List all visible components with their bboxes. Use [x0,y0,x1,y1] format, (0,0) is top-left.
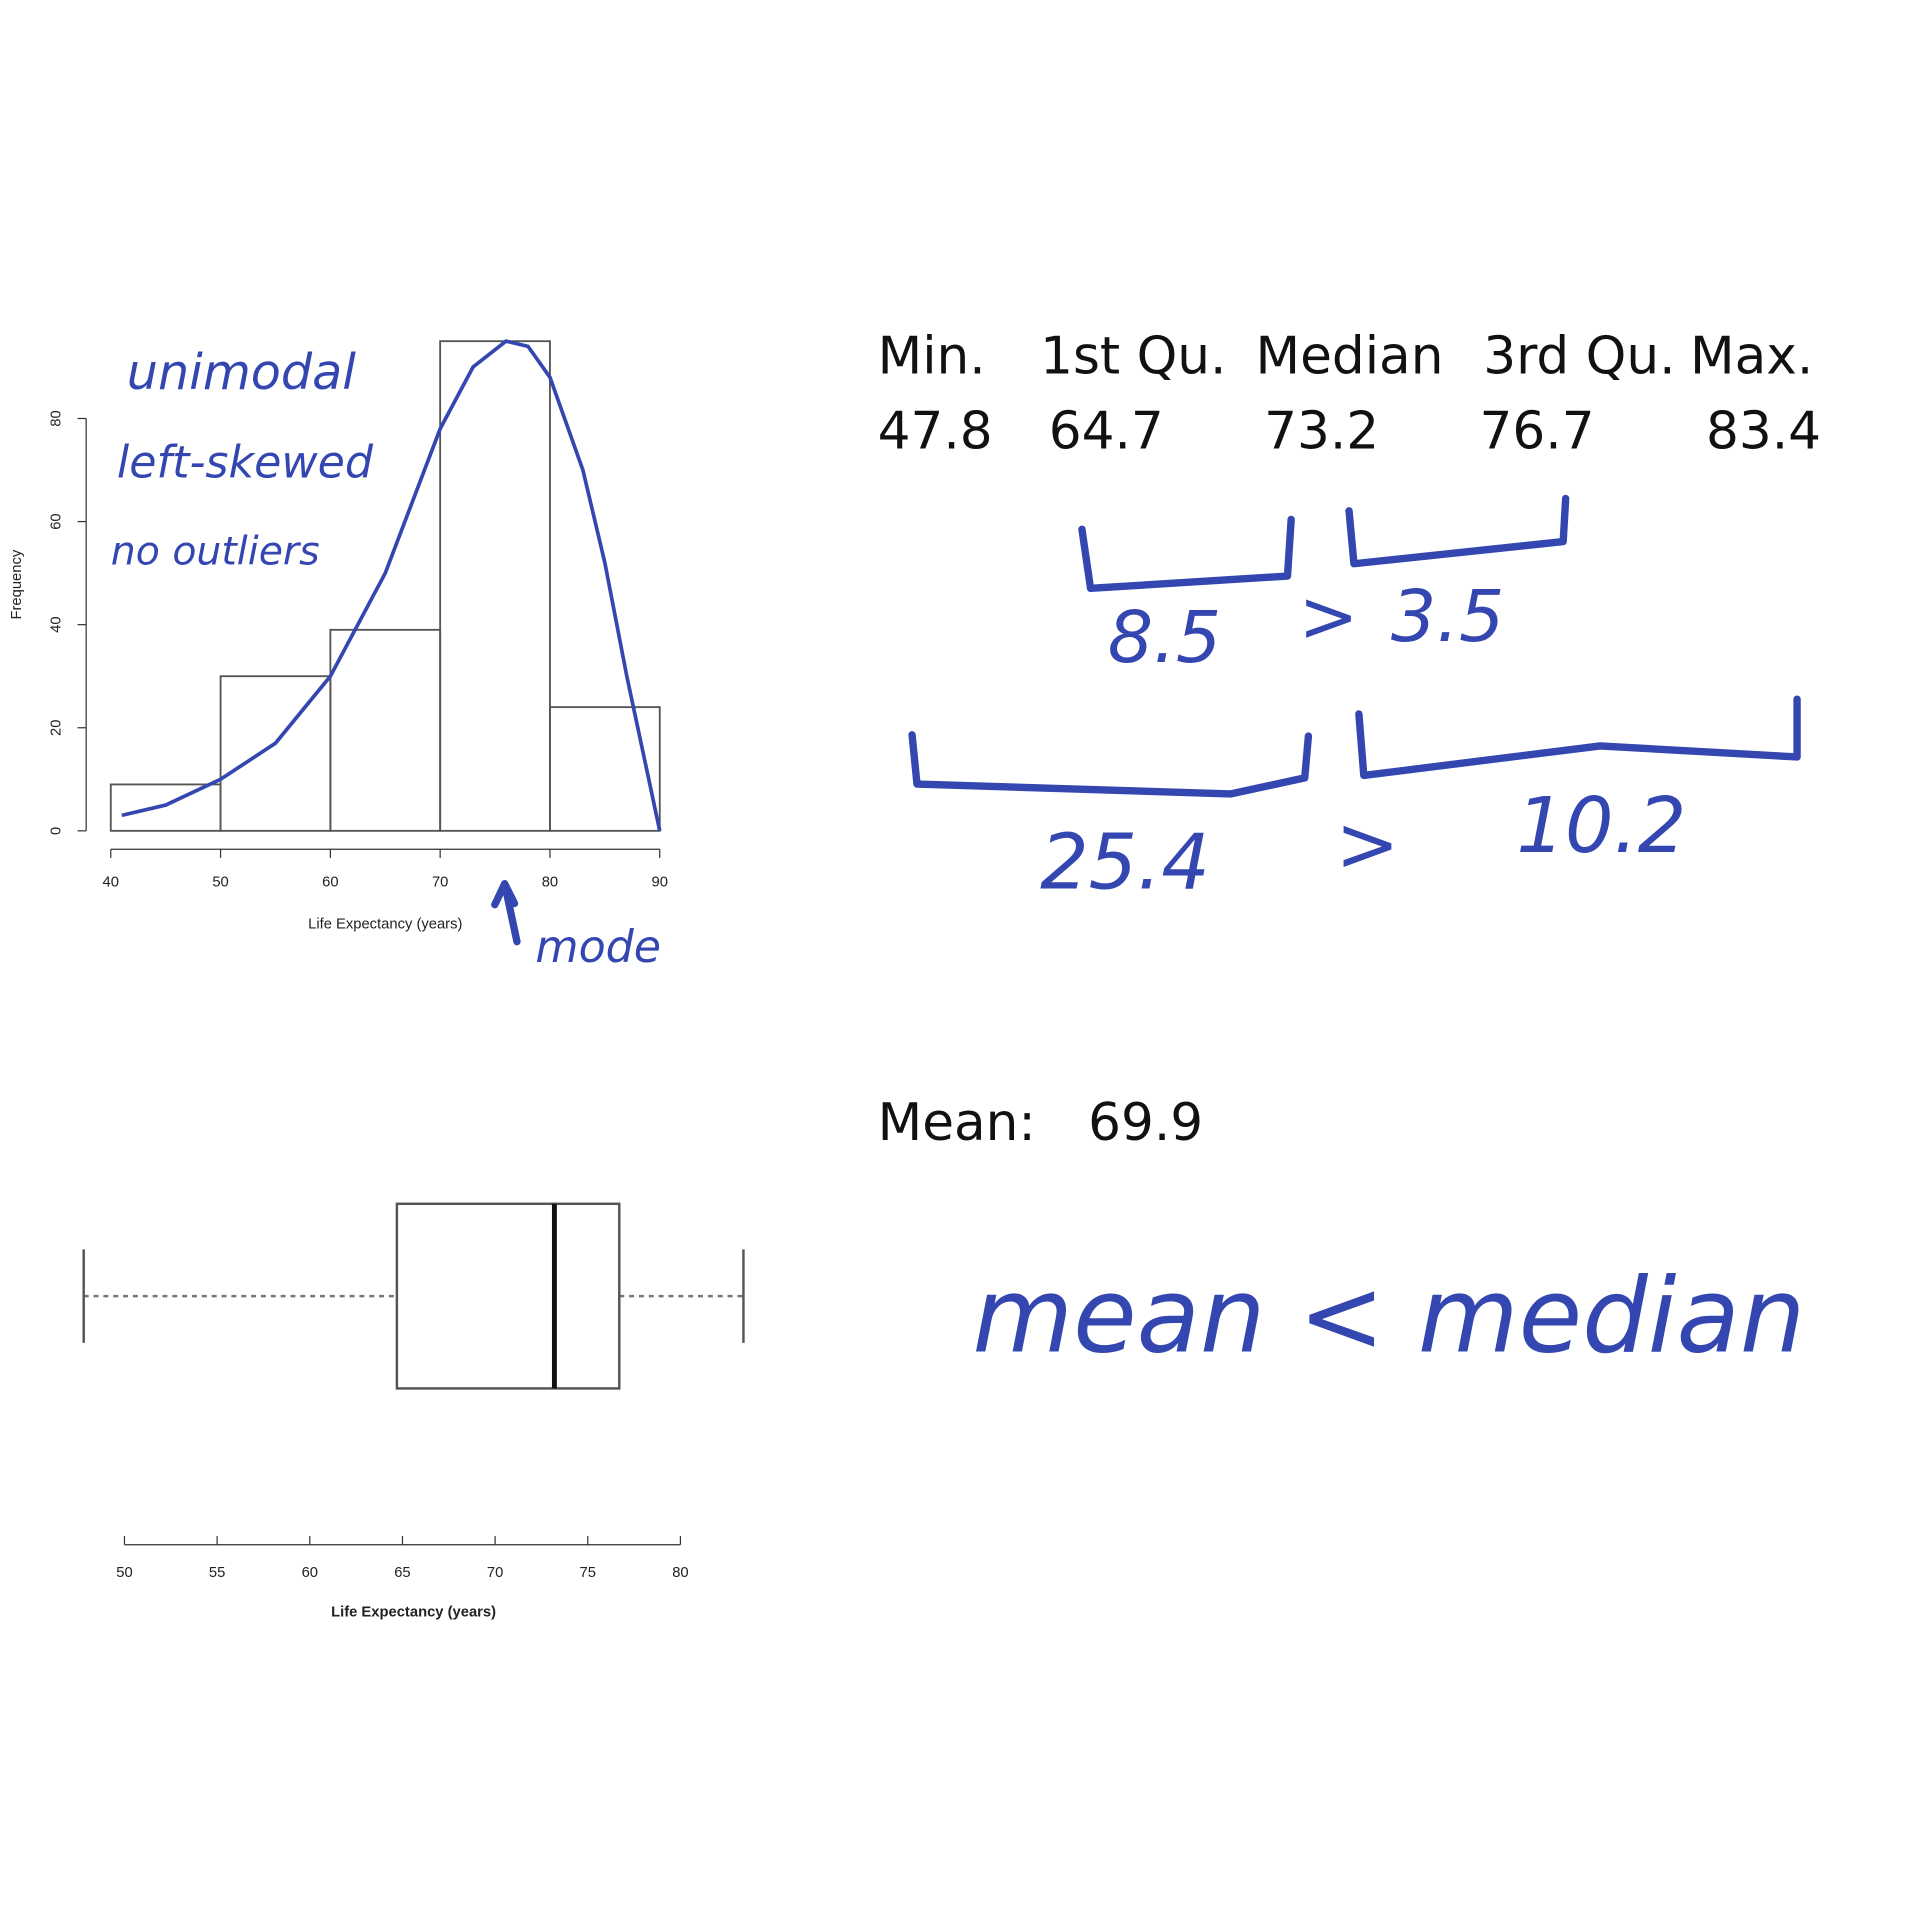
bracket [1078,515,1295,593]
annotation: 10.2 [1516,781,1686,870]
x-tick-label: 40 [103,874,119,890]
x-tick-label: 60 [302,1565,318,1581]
x-tick-label: 50 [212,874,228,890]
y-tick-label: 60 [49,513,65,529]
header: Median [1255,326,1443,386]
y-tick-label: 20 [49,720,65,736]
x-axis-label: Life Expectancy (years) [308,916,462,932]
bracket [1345,494,1570,568]
annotation: > [1335,799,1399,888]
mode-arrow [491,880,521,946]
annotation: left-skewed [117,437,374,488]
x-tick-label: 80 [672,1565,688,1581]
y-axis-label: Frequency [9,549,25,619]
value: 76.7 [1480,401,1595,461]
annotation: > [1299,575,1359,658]
x-tick-label: 70 [432,874,448,890]
x-tick-label: 55 [209,1565,225,1581]
annotation: mode [535,922,661,973]
value: 47.8 [878,401,993,461]
annotation: 8.5 [1108,596,1222,679]
x-tick-label: 65 [394,1565,410,1581]
x-tick-label: 70 [487,1565,503,1581]
value: 83.4 [1706,401,1821,461]
bracket [1355,695,1801,780]
annotation: 3.5 [1391,575,1505,658]
x-tick-label: 75 [580,1565,596,1581]
bar [219,675,332,832]
mean-label: Mean: [878,1093,1036,1153]
mean-value: 69.9 [1088,1093,1203,1153]
y-tick-label: 40 [49,616,65,632]
x-tick-label: 90 [652,874,668,890]
annotation: unimodal [127,343,357,401]
value: 64.7 [1049,401,1164,461]
summary-table: Min. 1st Qu. Median 3rd Qu. Max. 47.8 64… [878,326,1821,1153]
bar [439,340,551,832]
bar [549,706,661,832]
bar [109,783,222,832]
x-tick-label: 60 [322,874,338,890]
bar [329,628,442,832]
density-curve [121,339,662,832]
box [395,1202,621,1390]
annotation: 25.4 [1040,818,1210,907]
header: Max. [1690,326,1813,386]
x-tick-label: 50 [116,1565,132,1581]
header: 3rd Qu. [1483,326,1675,386]
y-tick-label: 0 [49,827,65,835]
x-axis-label: Life Expectancy (years) [331,1604,496,1620]
x-tick-label: 80 [542,874,558,890]
annotation: mean < median [972,1256,1805,1376]
bracket [908,731,1313,798]
header: Min. [878,326,986,386]
header: 1st Qu. [1040,326,1226,386]
y-tick-label: 80 [49,410,65,426]
annotation: no outliers [111,528,320,574]
value: 73.2 [1264,401,1379,461]
